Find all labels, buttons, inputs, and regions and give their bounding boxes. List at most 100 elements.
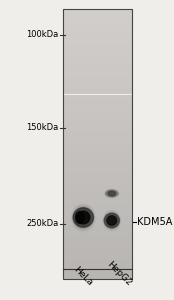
Bar bbox=[63, 108, 132, 110]
Ellipse shape bbox=[107, 216, 117, 225]
Bar bbox=[63, 110, 132, 112]
Bar bbox=[63, 270, 132, 272]
Text: HepG2: HepG2 bbox=[105, 260, 133, 288]
Bar bbox=[63, 94, 132, 97]
Text: 100kDa: 100kDa bbox=[26, 30, 58, 39]
Bar bbox=[63, 119, 132, 122]
Bar bbox=[63, 214, 132, 216]
Ellipse shape bbox=[108, 216, 116, 225]
Bar bbox=[63, 92, 132, 95]
Bar bbox=[63, 32, 132, 34]
Bar bbox=[63, 58, 132, 61]
Bar bbox=[63, 36, 132, 38]
Text: HeLa: HeLa bbox=[72, 266, 95, 288]
Ellipse shape bbox=[76, 209, 90, 226]
Ellipse shape bbox=[75, 212, 84, 224]
Bar bbox=[63, 167, 132, 169]
Bar bbox=[63, 191, 132, 194]
Bar bbox=[63, 220, 132, 223]
Bar bbox=[63, 243, 132, 245]
Bar bbox=[63, 178, 132, 180]
Bar bbox=[63, 151, 132, 153]
Bar bbox=[63, 85, 132, 88]
Bar bbox=[63, 142, 132, 144]
Ellipse shape bbox=[78, 212, 88, 223]
Bar bbox=[63, 83, 132, 85]
Bar bbox=[63, 272, 132, 275]
Bar bbox=[63, 74, 132, 77]
Bar bbox=[63, 52, 132, 54]
Bar bbox=[63, 126, 132, 128]
Bar bbox=[63, 194, 132, 196]
Bar bbox=[63, 205, 132, 207]
Bar bbox=[63, 124, 132, 126]
Bar bbox=[63, 97, 132, 99]
Bar bbox=[63, 11, 132, 14]
Bar bbox=[63, 261, 132, 263]
Ellipse shape bbox=[78, 211, 89, 224]
Bar bbox=[63, 50, 132, 52]
Bar bbox=[63, 216, 132, 218]
Ellipse shape bbox=[75, 208, 92, 227]
Bar bbox=[63, 72, 132, 74]
Bar bbox=[63, 263, 132, 266]
Bar bbox=[63, 198, 132, 200]
Bar bbox=[63, 146, 132, 148]
Bar bbox=[63, 122, 132, 124]
Bar bbox=[63, 47, 132, 50]
Bar bbox=[63, 259, 132, 261]
Bar bbox=[63, 133, 132, 135]
Bar bbox=[63, 14, 132, 16]
Bar bbox=[63, 135, 132, 137]
Bar bbox=[63, 274, 132, 277]
Bar bbox=[63, 29, 132, 32]
Bar bbox=[63, 268, 132, 270]
Bar bbox=[63, 40, 132, 43]
Bar bbox=[63, 158, 132, 160]
Ellipse shape bbox=[80, 214, 87, 221]
Bar bbox=[63, 187, 132, 189]
Bar bbox=[63, 27, 132, 29]
Bar bbox=[63, 241, 132, 243]
Bar bbox=[63, 128, 132, 130]
Bar bbox=[63, 218, 132, 220]
Bar bbox=[63, 117, 132, 119]
Bar bbox=[63, 266, 132, 268]
Bar bbox=[63, 88, 132, 90]
Bar bbox=[63, 56, 132, 58]
Bar bbox=[63, 202, 132, 205]
Ellipse shape bbox=[75, 208, 91, 226]
Bar bbox=[63, 182, 132, 184]
Ellipse shape bbox=[105, 213, 118, 228]
Text: 250kDa: 250kDa bbox=[26, 219, 58, 228]
Text: KDM5A: KDM5A bbox=[137, 217, 173, 227]
Bar bbox=[63, 248, 132, 250]
Bar bbox=[63, 25, 132, 27]
Bar bbox=[63, 250, 132, 252]
Text: 150kDa: 150kDa bbox=[26, 123, 58, 132]
Ellipse shape bbox=[108, 216, 116, 225]
Ellipse shape bbox=[106, 214, 118, 227]
Bar bbox=[63, 189, 132, 191]
Bar bbox=[63, 207, 132, 209]
Bar bbox=[63, 90, 132, 92]
Bar bbox=[63, 130, 132, 133]
Bar bbox=[63, 230, 132, 232]
Bar bbox=[63, 76, 132, 79]
Bar bbox=[63, 180, 132, 182]
Bar bbox=[63, 160, 132, 162]
Bar bbox=[63, 106, 132, 108]
Ellipse shape bbox=[104, 213, 120, 228]
Bar bbox=[63, 144, 132, 146]
Ellipse shape bbox=[77, 211, 90, 224]
Bar bbox=[63, 54, 132, 56]
Bar bbox=[63, 245, 132, 247]
Bar bbox=[63, 38, 132, 40]
Bar bbox=[63, 277, 132, 279]
Bar bbox=[63, 162, 132, 164]
Ellipse shape bbox=[77, 210, 90, 225]
Bar bbox=[63, 79, 132, 81]
Bar bbox=[63, 173, 132, 176]
Bar bbox=[63, 196, 132, 198]
Bar bbox=[63, 65, 132, 68]
